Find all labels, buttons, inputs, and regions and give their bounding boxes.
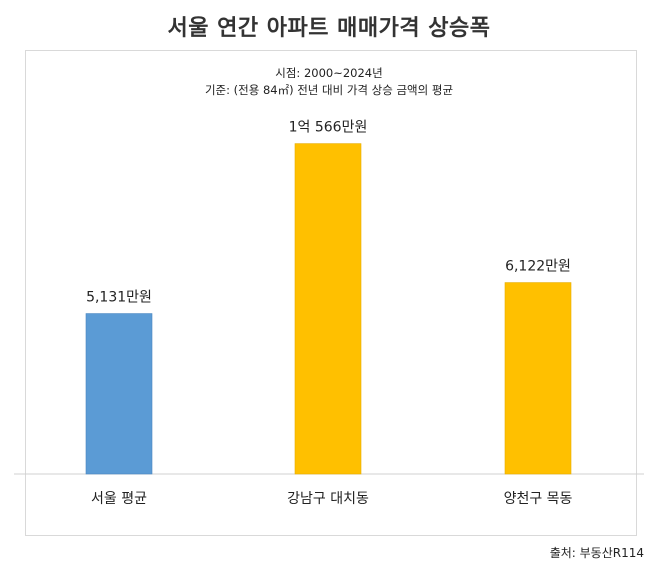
category-label-1: 서울 평균 <box>91 491 147 507</box>
category-label-2: 강남구 대치동 <box>287 491 369 507</box>
source-note: 출처: 부동산R114 <box>549 546 644 560</box>
category-label-3: 양천구 목동 <box>504 491 573 507</box>
data-labels: 5,131만원 1억 566만원 6,122만원 <box>86 120 571 306</box>
bars <box>85 143 572 475</box>
subtitle-line-2: 기준: (전용 84㎡) 전년 대비 가격 상승 금액의 평균 <box>205 83 453 97</box>
category-labels: 서울 평균 강남구 대치동 양천구 목동 <box>91 491 573 507</box>
data-label-2: 1억 566만원 <box>289 120 368 136</box>
bar-3 <box>504 282 572 475</box>
data-label-3: 6,122만원 <box>505 259 571 275</box>
subtitle-line-1: 시점: 2000~2024년 <box>275 66 382 80</box>
bar-2 <box>294 143 362 475</box>
bar-1 <box>85 313 153 475</box>
chart-title: 서울 연간 아파트 매매가격 상승폭 <box>167 16 491 41</box>
chart-area <box>25 50 637 536</box>
data-label-1: 5,131만원 <box>86 290 152 306</box>
